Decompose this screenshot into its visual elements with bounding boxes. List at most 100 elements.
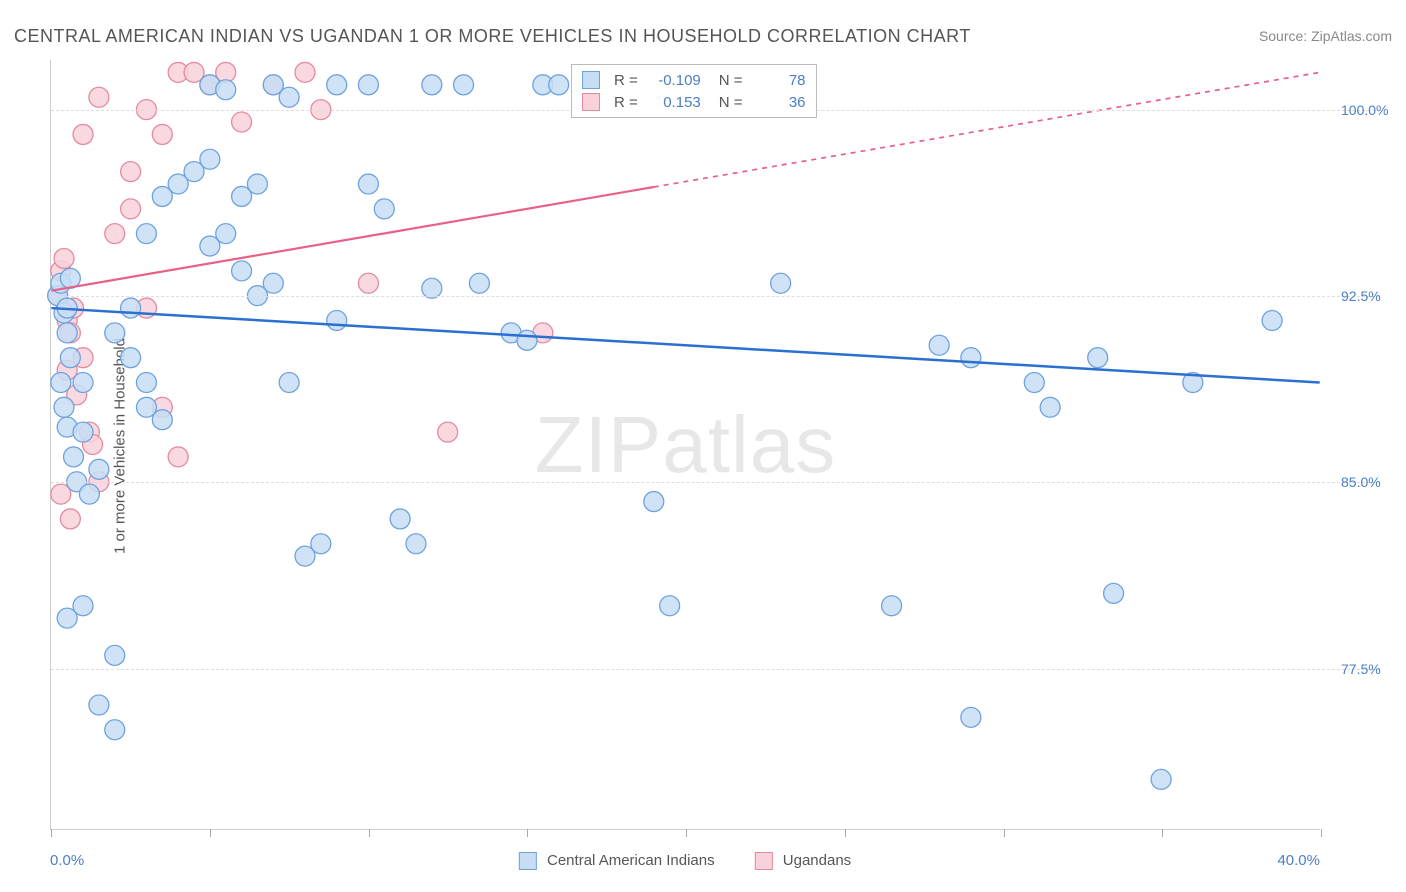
- data-point-ugandan: [152, 124, 172, 144]
- data-point-cai: [121, 298, 141, 318]
- grid-line: [51, 482, 1380, 483]
- data-point-ugandan: [54, 248, 74, 268]
- data-point-cai: [89, 695, 109, 715]
- x-max-label: 40.0%: [1277, 852, 1320, 869]
- data-point-cai: [549, 75, 569, 95]
- data-point-cai: [1088, 348, 1108, 368]
- data-point-cai: [279, 87, 299, 107]
- data-point-cai: [54, 397, 74, 417]
- data-point-cai: [660, 596, 680, 616]
- data-point-ugandan: [232, 112, 252, 132]
- x-axis-labels: 0.0% Central American Indians Ugandans 4…: [50, 852, 1320, 882]
- stat-n-ugandan: 36: [751, 94, 806, 111]
- x-tick: [51, 829, 52, 837]
- data-point-cai: [152, 410, 172, 430]
- data-point-cai: [961, 348, 981, 368]
- x-tick: [1162, 829, 1163, 837]
- data-point-cai: [57, 323, 77, 343]
- grid-line: [51, 296, 1380, 297]
- data-point-cai: [1151, 769, 1171, 789]
- data-point-cai: [929, 335, 949, 355]
- data-point-cai: [105, 645, 125, 665]
- plot-area: ZIPatlas R =-0.109 N =78 R =0.153 N =36 …: [50, 60, 1320, 830]
- data-point-cai: [1024, 372, 1044, 392]
- legend-label-ugandan: Ugandans: [783, 852, 851, 869]
- data-point-cai: [771, 273, 791, 293]
- data-point-cai: [51, 372, 71, 392]
- data-point-cai: [1040, 397, 1060, 417]
- data-point-cai: [200, 149, 220, 169]
- chart-title: CENTRAL AMERICAN INDIAN VS UGANDAN 1 OR …: [14, 26, 971, 47]
- stat-n-cai: 78: [751, 72, 806, 89]
- data-point-cai: [390, 509, 410, 529]
- data-point-cai: [961, 707, 981, 727]
- data-point-cai: [517, 330, 537, 350]
- stat-r-ugandan: 0.153: [646, 94, 701, 111]
- data-point-cai: [469, 273, 489, 293]
- data-point-cai: [232, 261, 252, 281]
- data-point-cai: [136, 224, 156, 244]
- data-point-cai: [105, 720, 125, 740]
- data-point-ugandan: [168, 447, 188, 467]
- data-point-cai: [136, 372, 156, 392]
- data-point-ugandan: [121, 199, 141, 219]
- regression-stats-box: R =-0.109 N =78 R =0.153 N =36: [571, 64, 817, 118]
- data-point-cai: [374, 199, 394, 219]
- data-point-ugandan: [60, 509, 80, 529]
- data-point-cai: [73, 422, 93, 442]
- x-tick: [845, 829, 846, 837]
- grid-line: [51, 669, 1380, 670]
- data-point-cai: [64, 447, 84, 467]
- bottom-legend: Central American Indians Ugandans: [519, 852, 851, 870]
- legend-item-cai: Central American Indians: [519, 852, 715, 870]
- data-point-cai: [311, 534, 331, 554]
- stats-row-cai: R =-0.109 N =78: [582, 69, 806, 91]
- data-point-ugandan: [295, 62, 315, 82]
- data-point-ugandan: [105, 224, 125, 244]
- data-point-cai: [57, 608, 77, 628]
- data-point-cai: [454, 75, 474, 95]
- data-point-cai: [406, 534, 426, 554]
- x-tick: [686, 829, 687, 837]
- data-point-cai: [216, 224, 236, 244]
- data-point-cai: [422, 75, 442, 95]
- chart-svg: [51, 60, 1320, 829]
- data-point-cai: [263, 273, 283, 293]
- data-point-cai: [644, 492, 664, 512]
- data-point-cai: [1104, 583, 1124, 603]
- data-point-cai: [1262, 310, 1282, 330]
- data-point-cai: [327, 310, 347, 330]
- x-tick: [369, 829, 370, 837]
- swatch-ugandan: [582, 93, 600, 111]
- x-tick: [527, 829, 528, 837]
- data-point-cai: [279, 372, 299, 392]
- regression-line-cai: [51, 308, 1319, 382]
- data-point-ugandan: [73, 124, 93, 144]
- x-tick: [1004, 829, 1005, 837]
- data-point-ugandan: [358, 273, 378, 293]
- stat-r-cai: -0.109: [646, 72, 701, 89]
- data-point-ugandan: [121, 162, 141, 182]
- data-point-cai: [73, 372, 93, 392]
- x-min-label: 0.0%: [50, 852, 84, 869]
- data-point-cai: [882, 596, 902, 616]
- x-tick: [210, 829, 211, 837]
- legend-swatch-ugandan: [755, 852, 773, 870]
- legend-item-ugandan: Ugandans: [755, 852, 852, 870]
- data-point-cai: [105, 323, 125, 343]
- data-point-cai: [327, 75, 347, 95]
- data-point-ugandan: [438, 422, 458, 442]
- data-point-ugandan: [89, 87, 109, 107]
- data-point-cai: [121, 348, 141, 368]
- data-point-cai: [358, 174, 378, 194]
- x-tick: [1321, 829, 1322, 837]
- data-point-cai: [60, 348, 80, 368]
- data-point-cai: [247, 174, 267, 194]
- data-point-cai: [358, 75, 378, 95]
- data-point-cai: [79, 484, 99, 504]
- stats-row-ugandan: R =0.153 N =36: [582, 91, 806, 113]
- legend-label-cai: Central American Indians: [547, 852, 715, 869]
- data-point-cai: [89, 459, 109, 479]
- data-point-cai: [216, 80, 236, 100]
- swatch-cai: [582, 71, 600, 89]
